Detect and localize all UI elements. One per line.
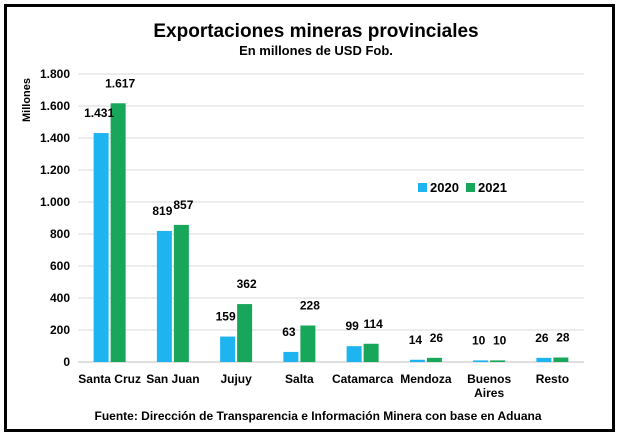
bar-2020 bbox=[283, 351, 299, 362]
category-label: Salta bbox=[285, 372, 314, 386]
data-label-2021: 857 bbox=[173, 198, 193, 212]
bar-2021 bbox=[237, 304, 253, 362]
data-label-2020: 10 bbox=[472, 333, 486, 347]
bar-2021 bbox=[173, 224, 189, 362]
chart-subtitle: En millones de USD Fob. bbox=[239, 43, 393, 58]
data-label-2021: 26 bbox=[430, 331, 444, 345]
data-label-2020: 99 bbox=[345, 319, 359, 333]
category-label: Mendoza bbox=[400, 372, 452, 386]
y-tick-label: 600 bbox=[50, 259, 70, 273]
category-label: Catamarca bbox=[332, 372, 394, 386]
category-label: Buenos bbox=[467, 372, 511, 386]
category-label: Santa Cruz bbox=[78, 372, 141, 386]
data-label-2021: 28 bbox=[556, 331, 570, 345]
data-label-2020: 63 bbox=[282, 325, 296, 339]
y-tick-label: 1.800 bbox=[40, 67, 70, 81]
y-tick-label: 1.400 bbox=[40, 131, 70, 145]
y-tick-label: 400 bbox=[50, 291, 70, 305]
data-label-2021: 10 bbox=[493, 333, 507, 347]
category-labels: Santa Cruz San Juan Jujuy Salta Catamarca Men… bbox=[78, 372, 569, 400]
bar-2021 bbox=[110, 103, 126, 362]
data-labels: 1.431 1.617 819 857 159 362 63 228 99 114 14 26 10 10… bbox=[84, 76, 570, 347]
bar-2021 bbox=[300, 325, 316, 362]
bar-2020 bbox=[93, 133, 109, 362]
data-label-2020: 819 bbox=[152, 204, 172, 218]
y-axis-ticks: 0 200 400 600 800 1.000 1.200 1.400 1.600 1.800 bbox=[40, 67, 70, 369]
bar-2020 bbox=[346, 346, 362, 362]
category-label: Aires bbox=[474, 386, 504, 400]
legend-label-2020: 2020 bbox=[430, 180, 459, 195]
bar-2021 bbox=[553, 357, 569, 362]
legend-swatch-2020 bbox=[418, 183, 427, 192]
data-label-2020: 159 bbox=[216, 310, 236, 324]
y-tick-label: 0 bbox=[63, 355, 70, 369]
y-tick-label: 800 bbox=[50, 227, 70, 241]
category-label: Resto bbox=[536, 372, 569, 386]
bar-2021 bbox=[363, 343, 379, 362]
bar-2021 bbox=[426, 357, 442, 362]
y-tick-label: 200 bbox=[50, 323, 70, 337]
data-label-2021: 114 bbox=[363, 317, 383, 331]
bar-2020 bbox=[156, 230, 172, 362]
data-label-2021: 362 bbox=[237, 277, 257, 291]
bar-2020 bbox=[409, 359, 425, 362]
y-axis-label: Millones bbox=[21, 78, 33, 122]
category-label: San Juan bbox=[146, 372, 199, 386]
legend: 2020 2021 bbox=[418, 180, 507, 195]
chart-title: Exportaciones mineras provinciales bbox=[153, 21, 478, 42]
source-note: Fuente: Dirección de Transparencia e Inf… bbox=[94, 409, 541, 423]
gridlines bbox=[78, 73, 584, 363]
bar-2020 bbox=[220, 336, 236, 362]
legend-label-2021: 2021 bbox=[478, 180, 507, 195]
y-tick-label: 1.600 bbox=[40, 99, 70, 113]
bar-2020 bbox=[536, 357, 552, 362]
data-label-2020: 1.431 bbox=[84, 106, 114, 120]
data-label-2021: 228 bbox=[300, 299, 320, 313]
y-tick-label: 1.200 bbox=[40, 163, 70, 177]
y-tick-label: 1.000 bbox=[40, 195, 70, 209]
data-label-2020: 14 bbox=[409, 333, 423, 347]
data-label-2020: 26 bbox=[535, 331, 549, 345]
legend-swatch-2021 bbox=[466, 183, 475, 192]
bar-2021 bbox=[490, 360, 506, 362]
data-label-2021: 1.617 bbox=[105, 76, 135, 90]
bars bbox=[93, 103, 569, 362]
bar-2020 bbox=[473, 360, 489, 362]
category-label: Jujuy bbox=[220, 372, 252, 386]
